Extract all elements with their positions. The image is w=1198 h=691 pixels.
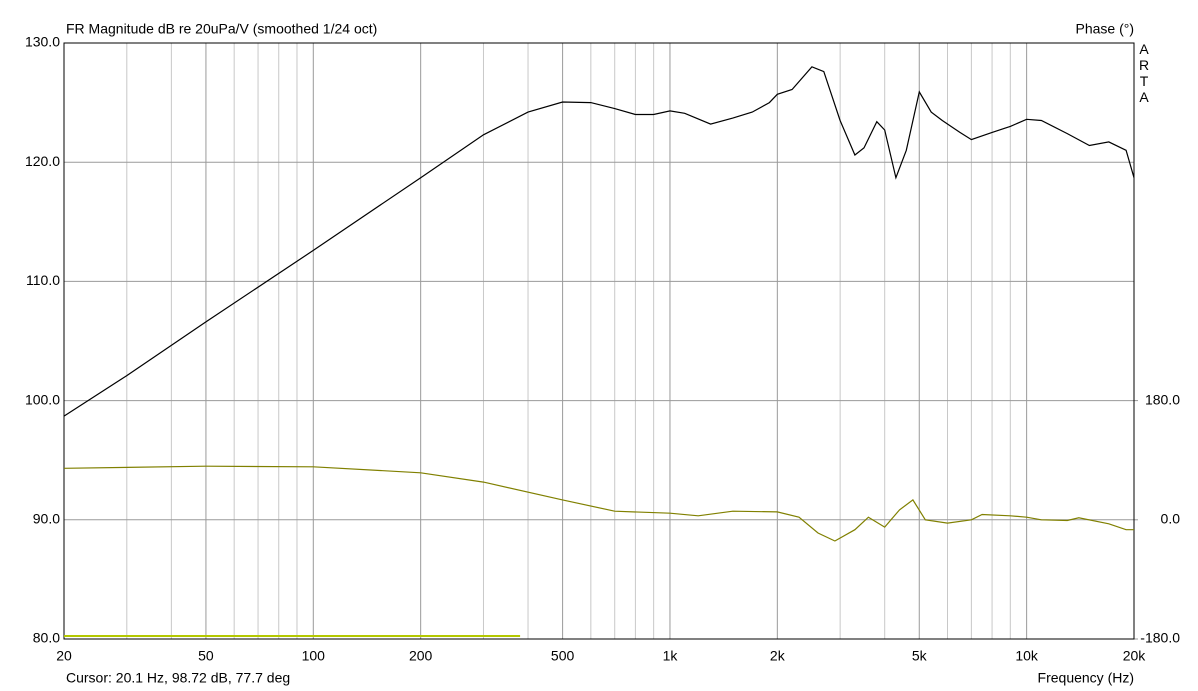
x-tick-label: 500	[551, 648, 575, 664]
series-line	[63, 465, 1134, 542]
x-axis-label: Frequency (Hz)	[1038, 670, 1134, 686]
x-tick-label: 2k	[770, 648, 786, 664]
x-tick-label: 50	[198, 648, 214, 664]
y-tick-label: 120.0	[25, 153, 60, 169]
x-tick-label: 100	[302, 648, 326, 664]
x-tick-label: 1k	[663, 648, 679, 664]
y-tick-label: 110.0	[26, 272, 60, 288]
plot-frame	[63, 42, 1135, 640]
series-line	[63, 66, 1135, 417]
x-tick-label: 5k	[912, 648, 928, 664]
y2-axis-label: Phase (°)	[1075, 21, 1134, 37]
y2-tick-label: -180.0	[1140, 630, 1180, 646]
y-tick-label: 80.0	[33, 630, 60, 646]
cursor-readout: Cursor: 20.1 Hz, 98.72 dB, 77.7 deg	[66, 670, 290, 686]
y2-tick-label: 180.0	[1145, 391, 1180, 407]
x-tick-label: 20k	[1123, 648, 1147, 664]
x-tick-label: 10k	[1015, 648, 1039, 664]
y-tick-label: 130.0	[25, 34, 60, 50]
x-tick-label: 20	[56, 648, 72, 664]
y2-tick-label: 0.0	[1161, 511, 1181, 527]
y-tick-label: 90.0	[33, 511, 60, 527]
x-tick-label: 200	[409, 648, 433, 664]
y-tick-label: 100.0	[25, 391, 60, 407]
chart-title: FR Magnitude dB re 20uPa/V (smoothed 1/2…	[66, 21, 377, 37]
